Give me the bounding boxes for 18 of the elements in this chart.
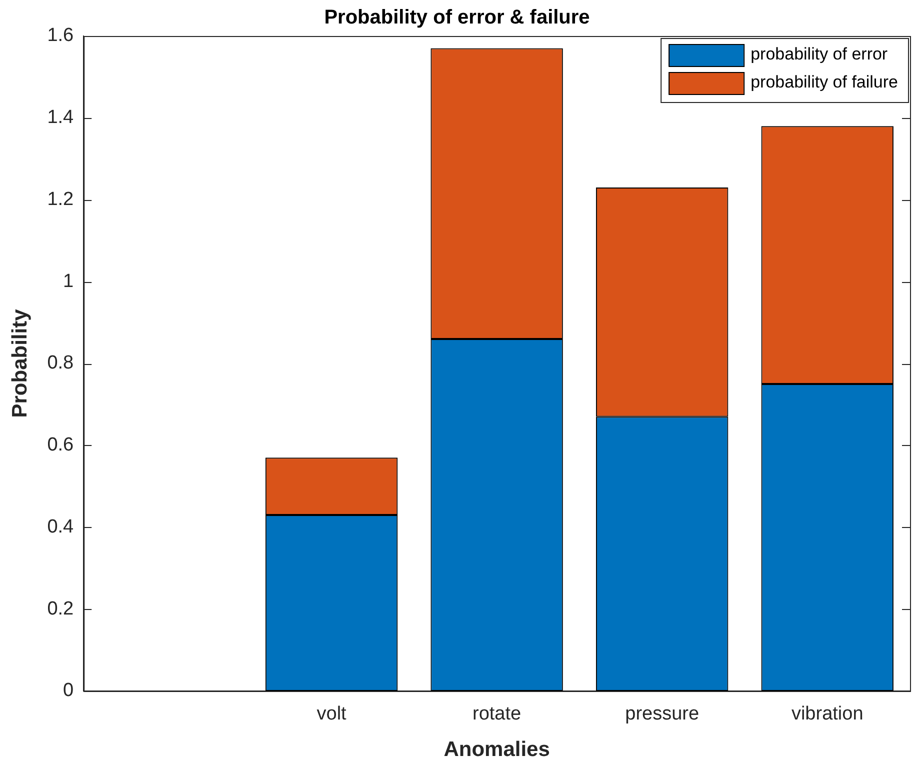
legend-label: probability of error [750,44,888,64]
x-axis-title: Anomalies [444,738,550,762]
x-tick-label: rotate [472,704,522,725]
y-tick-label: 0.8 [47,352,74,374]
y-tick-label: 0.2 [47,598,74,620]
x-tick-label: pressure [625,704,700,725]
y-tick-label: 0.4 [47,516,74,538]
chart-title: Probability of error & failure [324,6,590,29]
y-tick-label: 1 [63,270,74,292]
y-tick-label: 1.4 [47,107,74,128]
y-axis-title: Probability [8,308,32,418]
y-tick-label: 0.6 [47,434,74,456]
legend-label: probability of failure [750,72,898,92]
x-tick-label: volt [316,704,348,725]
y-tick-label: 1.6 [47,25,74,46]
y-tick-label: 1.2 [47,188,74,210]
y-tick-label: 0 [63,680,74,702]
x-tick-label: vibration [791,704,864,725]
